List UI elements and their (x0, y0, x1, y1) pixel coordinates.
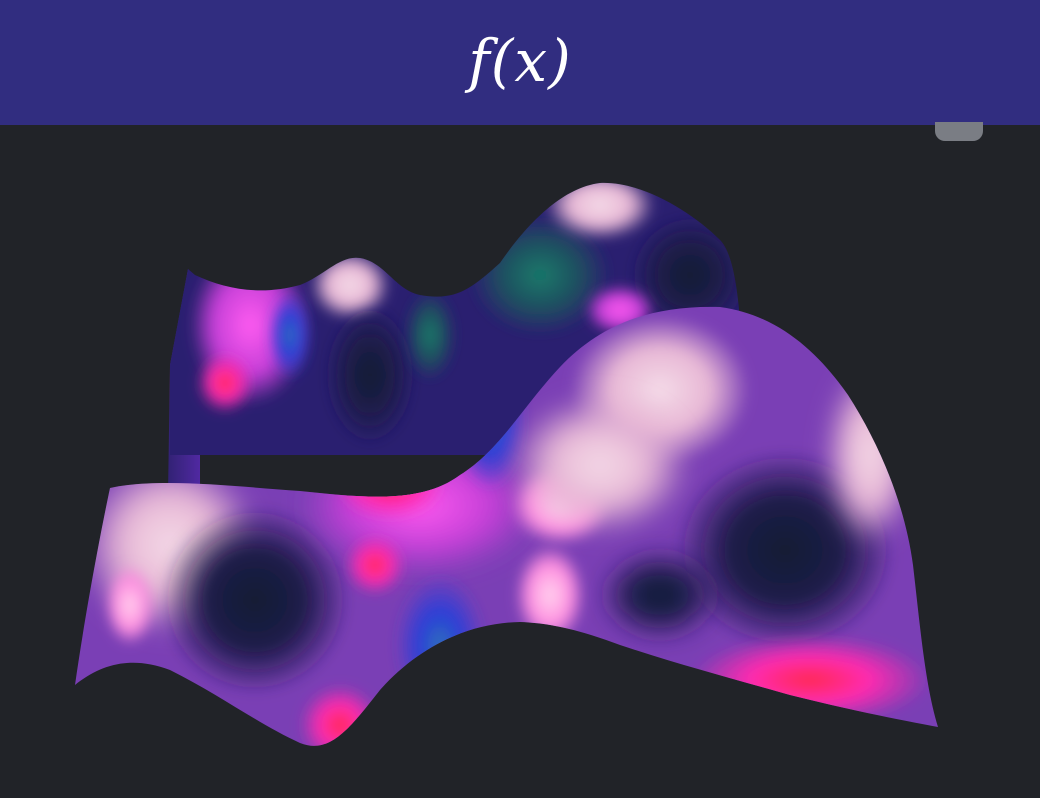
plot-header: f(x) (0, 0, 1040, 125)
surface-viewport[interactable] (0, 125, 1040, 798)
scrollbar-thumb[interactable] (935, 122, 983, 141)
plot-title: f(x) (468, 26, 572, 95)
surface-plot[interactable] (0, 125, 1040, 798)
